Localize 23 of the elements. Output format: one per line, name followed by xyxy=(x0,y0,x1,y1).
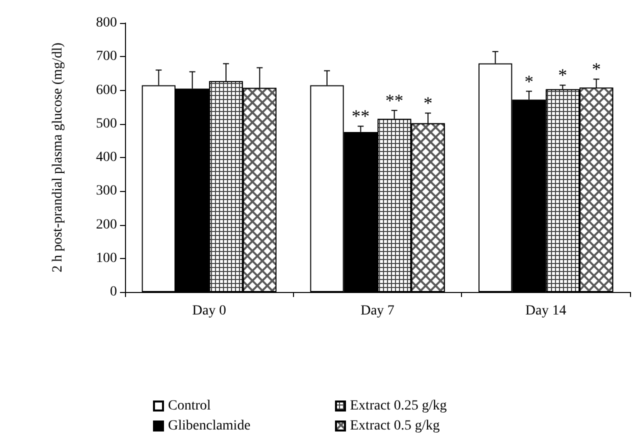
y-tick-label: 400 xyxy=(96,150,117,165)
data-label: * xyxy=(592,59,601,80)
legend-label: Extract 0.5 g/kg xyxy=(350,418,440,434)
x-tick-label: Day 14 xyxy=(525,304,566,318)
y-tick-label: 300 xyxy=(96,184,117,199)
legend-label: Control xyxy=(168,398,211,414)
y-tick-label: 0 xyxy=(110,284,117,300)
y-tick-label: 100 xyxy=(96,250,117,266)
data-label: * xyxy=(524,71,534,92)
y-axis-title: 2 h post-prandial plasma glucose (mg/dl) xyxy=(50,42,66,272)
legend-label: Extract 0.25 g/kg xyxy=(350,398,447,414)
y-tick-label: 500 xyxy=(96,116,117,132)
data-label: ** xyxy=(352,106,370,126)
legend-label: Glibenclamide xyxy=(168,418,250,434)
data-label: * xyxy=(558,65,568,86)
y-tick-label: 600 xyxy=(96,82,117,98)
y-tick-label: 200 xyxy=(96,217,117,232)
data-label: * xyxy=(424,93,432,114)
x-tick-label: Day 7 xyxy=(360,304,394,318)
data-label: ** xyxy=(385,90,404,110)
y-tick-label: 800 xyxy=(96,16,117,30)
x-tick-label: Day 0 xyxy=(192,304,226,318)
y-tick-label: 700 xyxy=(96,49,117,64)
